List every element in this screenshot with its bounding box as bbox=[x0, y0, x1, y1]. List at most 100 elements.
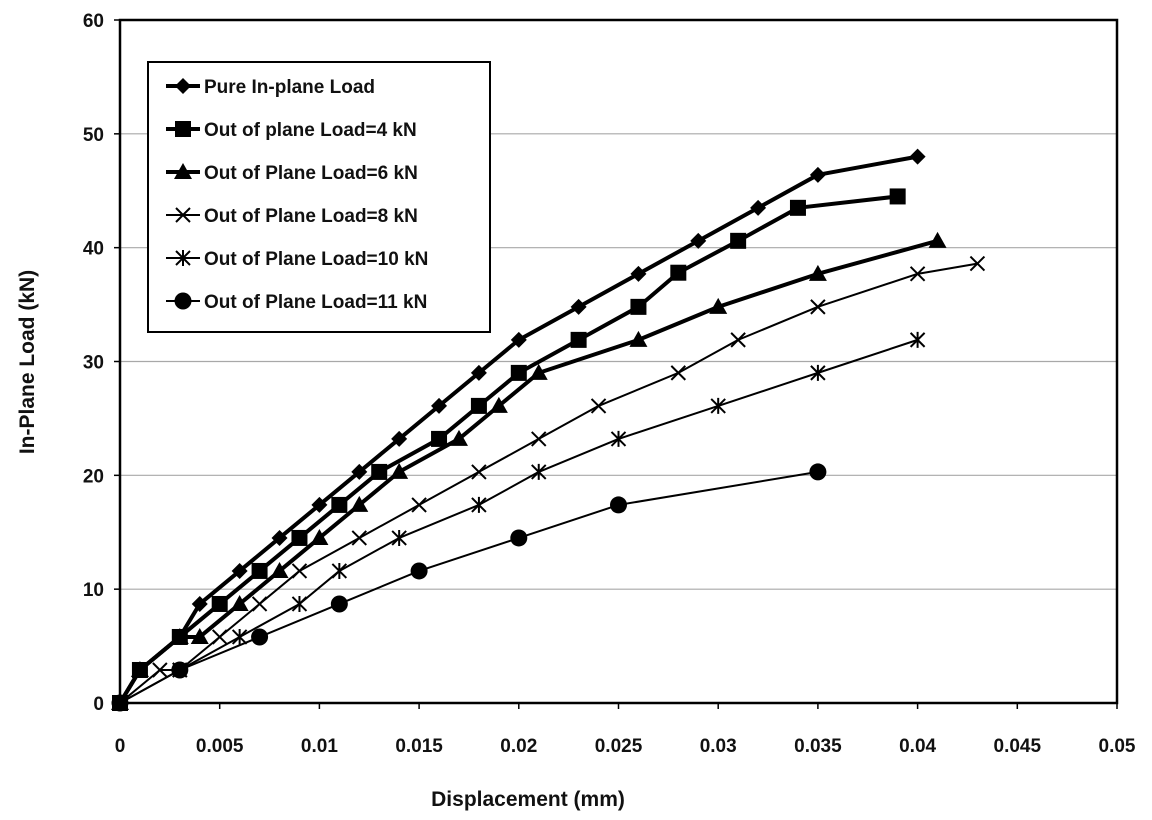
x-tick-label: 0.005 bbox=[196, 736, 244, 757]
data-point bbox=[670, 365, 687, 381]
legend-label: Out of Plane Load=8 kN bbox=[204, 206, 418, 227]
legend-item: Pure In-plane Load bbox=[166, 77, 375, 98]
legend-label: Out of plane Load=4 kN bbox=[204, 120, 417, 141]
data-point bbox=[510, 364, 527, 381]
data-point bbox=[710, 397, 726, 414]
x-tick-label: 0.02 bbox=[500, 736, 537, 757]
data-point bbox=[331, 562, 348, 579]
legend: Pure In-plane Load Out of plane Load=4 kN… bbox=[147, 61, 491, 333]
data-point bbox=[291, 595, 308, 612]
data-point bbox=[969, 255, 986, 272]
data-point bbox=[670, 264, 687, 281]
series-line bbox=[119, 262, 978, 704]
data-point bbox=[470, 397, 487, 414]
data-point bbox=[630, 298, 647, 315]
data-point bbox=[810, 364, 826, 381]
legend-label: Out of Plane Load=6 kN bbox=[204, 163, 418, 184]
legend-marker bbox=[175, 78, 191, 94]
legend-label: Pure In-plane Load bbox=[204, 77, 375, 98]
data-point bbox=[130, 660, 149, 677]
x-tick-label: 0.045 bbox=[994, 736, 1042, 757]
data-point bbox=[510, 529, 528, 547]
y-axis-ticks: 0 10 20 30 40 50 60 bbox=[83, 11, 120, 715]
data-point bbox=[390, 462, 409, 479]
x-tick-label: 0.04 bbox=[899, 736, 936, 757]
data-point bbox=[510, 331, 527, 348]
data-point bbox=[350, 495, 369, 512]
data-point bbox=[330, 595, 348, 613]
y-tick-label: 30 bbox=[83, 353, 104, 374]
data-point bbox=[231, 628, 248, 645]
data-point bbox=[191, 595, 208, 612]
data-point bbox=[808, 264, 827, 281]
series-line bbox=[118, 238, 939, 705]
data-point bbox=[391, 529, 407, 546]
y-tick-label: 10 bbox=[83, 580, 104, 601]
data-point bbox=[690, 232, 707, 249]
data-point bbox=[471, 496, 487, 513]
data-point bbox=[590, 398, 607, 414]
legend-item: Out of Plane Load=11 kN bbox=[166, 292, 427, 313]
data-point bbox=[351, 463, 368, 480]
data-point bbox=[152, 662, 168, 678]
legend-box bbox=[147, 61, 491, 333]
x-axis-ticks: 0 0.005 0.01 0.015 0.02 0.025 0.03 0.035 0.04 0.0… bbox=[115, 703, 1136, 757]
data-point bbox=[928, 231, 947, 248]
legend-items: Pure In-plane Load Out of plane Load=4 kN… bbox=[166, 77, 428, 313]
data-point bbox=[190, 627, 209, 644]
data-point bbox=[351, 530, 367, 546]
y-tick-label: 20 bbox=[83, 466, 104, 487]
legend-marker bbox=[174, 163, 192, 179]
legend-marker bbox=[175, 207, 191, 223]
data-point bbox=[449, 429, 468, 446]
data-point bbox=[310, 528, 329, 545]
x-tick-label: 0.01 bbox=[301, 736, 338, 757]
legend-marker bbox=[174, 292, 192, 310]
data-point bbox=[431, 397, 448, 414]
y-tick-label: 50 bbox=[83, 125, 104, 146]
data-point bbox=[231, 562, 248, 579]
data-point bbox=[331, 496, 348, 513]
y-tick-label: 40 bbox=[83, 239, 104, 260]
data-point bbox=[471, 464, 487, 480]
data-point bbox=[291, 529, 308, 546]
data-point bbox=[371, 463, 388, 480]
data-point bbox=[629, 330, 648, 347]
data-point bbox=[789, 199, 806, 216]
x-tick-label: 0 bbox=[115, 736, 126, 757]
legend-item: Out of plane Load=4 kN bbox=[166, 120, 417, 141]
data-point bbox=[730, 232, 747, 249]
legend-marker bbox=[175, 250, 191, 266]
x-axis-title: Displacement (mm) bbox=[431, 788, 625, 811]
data-point bbox=[570, 331, 587, 348]
data-point bbox=[211, 629, 228, 645]
legend-item: Out of Plane Load=8 kN bbox=[166, 206, 418, 227]
data-point bbox=[311, 496, 328, 513]
data-point bbox=[810, 299, 826, 315]
y-tick-label: 0 bbox=[93, 694, 104, 715]
x-tick-label: 0.035 bbox=[794, 736, 842, 757]
legend-marker bbox=[175, 121, 191, 137]
data-point bbox=[470, 364, 487, 381]
legend-label: Out of Plane Load=11 kN bbox=[204, 292, 427, 313]
data-point bbox=[170, 627, 189, 644]
data-point bbox=[909, 148, 926, 165]
data-point bbox=[529, 363, 548, 380]
series-5 bbox=[111, 463, 827, 712]
data-point bbox=[251, 628, 269, 646]
data-point bbox=[271, 529, 288, 546]
data-point bbox=[171, 661, 189, 679]
data-point bbox=[570, 298, 587, 315]
data-point bbox=[230, 594, 249, 611]
series-layer bbox=[111, 148, 986, 712]
data-point bbox=[531, 431, 547, 447]
series-2 bbox=[111, 231, 947, 710]
data-point bbox=[431, 430, 448, 447]
data-point bbox=[211, 595, 228, 612]
data-point bbox=[291, 563, 308, 579]
data-point bbox=[610, 496, 627, 514]
data-point bbox=[531, 463, 547, 480]
data-point bbox=[610, 430, 627, 447]
legend-item: Out of Plane Load=6 kN bbox=[166, 163, 418, 184]
data-point bbox=[251, 596, 268, 612]
